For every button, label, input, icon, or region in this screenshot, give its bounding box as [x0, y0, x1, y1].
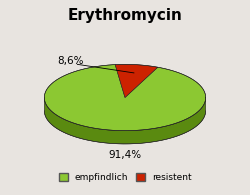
Text: 91,4%: 91,4%	[108, 150, 142, 160]
Text: 8,6%: 8,6%	[57, 56, 83, 66]
Text: Erythromycin: Erythromycin	[68, 8, 182, 22]
Polygon shape	[115, 64, 158, 98]
Legend: empfindlich, resistent: empfindlich, resistent	[55, 170, 195, 186]
Polygon shape	[44, 97, 206, 144]
Polygon shape	[44, 65, 206, 131]
